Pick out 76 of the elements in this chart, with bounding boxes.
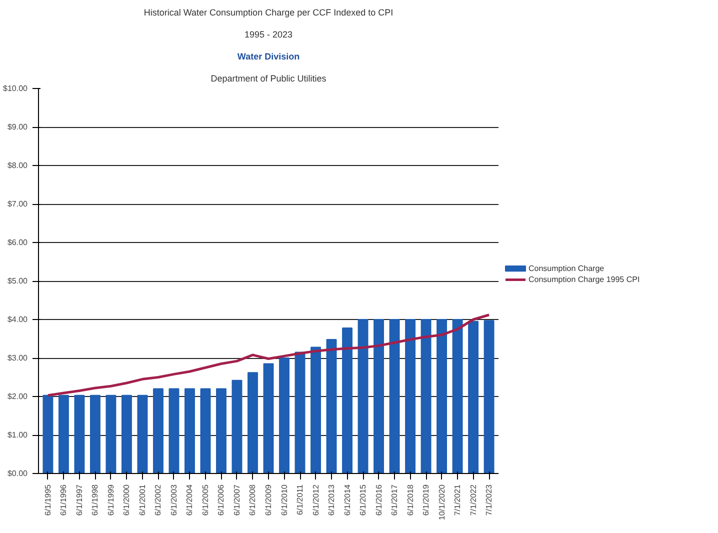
bar	[121, 394, 132, 474]
y-tick-label: $8.00	[7, 161, 28, 170]
x-tick-label: 6/1/2016	[374, 484, 384, 516]
line-series	[46, 314, 490, 397]
bar	[232, 380, 242, 474]
x-tick-label: 6/1/2001	[138, 484, 147, 516]
x-tick-label: 6/1/1999	[106, 484, 116, 516]
bar	[342, 327, 352, 474]
x-tick-label: 6/1/2002	[154, 484, 163, 516]
bar	[389, 319, 400, 474]
bar	[358, 319, 368, 474]
bar	[184, 388, 195, 474]
x-tick-label: 6/1/1996	[59, 484, 68, 516]
bar	[420, 319, 432, 474]
x-tick-label: 6/1/2019	[422, 484, 431, 516]
bar	[106, 394, 116, 474]
y-tick-label: $4.00	[7, 315, 28, 324]
text: Department of Public Utilities	[210, 74, 327, 84]
bar	[216, 388, 226, 474]
bar	[153, 388, 164, 474]
bar	[326, 339, 337, 474]
bar	[74, 394, 85, 474]
x-tick-label: 6/1/2000	[122, 484, 132, 516]
bar	[263, 363, 274, 474]
bar	[279, 358, 290, 474]
x-tick-label: 7/1/2021	[453, 484, 462, 516]
x-tick-label: 6/1/2009	[264, 484, 273, 516]
bar	[200, 388, 211, 474]
bar	[294, 352, 306, 474]
bar	[248, 372, 258, 474]
y-tick-label: $7.00	[7, 200, 28, 208]
bar	[374, 319, 384, 474]
y-tick-label: $5.00	[7, 276, 28, 286]
y-tick-label: $1.00	[7, 430, 28, 440]
x-tick-label: 6/1/2018	[406, 484, 415, 516]
y-tick-label: $9.00	[7, 122, 28, 132]
x-tick-label: 10/1/2020	[437, 484, 446, 520]
x-tick-label: 6/1/2007	[232, 484, 242, 516]
bar	[452, 319, 463, 474]
x-tick-label: 6/1/2003	[169, 484, 178, 516]
bar	[58, 394, 69, 474]
y-tick-label: $6.00	[7, 238, 28, 247]
bar	[168, 388, 180, 474]
x-tick-label: 6/1/2017	[390, 484, 400, 516]
text: Water Division	[237, 52, 300, 62]
y-tick-label: $2.00	[7, 392, 28, 401]
x-tick-label: 6/1/2010	[280, 484, 289, 516]
x-tick-label: 6/1/2008	[248, 484, 258, 516]
bar	[137, 394, 148, 474]
x-tick-label: 6/1/2015	[358, 484, 368, 516]
legend-label: Consumption Charge	[528, 264, 605, 274]
bar	[90, 394, 100, 474]
x-tick-label: 6/1/1997	[74, 484, 84, 516]
chart-subtitle: 1995 - 2023	[244, 30, 293, 40]
bar	[405, 319, 416, 474]
x-tick-label: 6/1/2012	[311, 484, 320, 516]
x-tick-label: 7/1/2022	[468, 484, 478, 516]
chart-title: Historical Water Consumption Charge per CCF Indexed to CPI	[144, 8, 394, 18]
x-tick-label: 7/1/2023	[484, 484, 494, 516]
x-tick-label: 6/1/2004	[185, 484, 194, 516]
y-tick-label: $10.00	[3, 84, 28, 93]
bar	[484, 320, 494, 474]
y-tick-label: $0.00	[7, 469, 28, 478]
legend-label: Consumption Charge 1995 CPI	[528, 275, 640, 284]
x-tick-label: 6/1/2014	[342, 484, 352, 516]
x-tick-label: 6/1/1998	[90, 484, 100, 516]
x-tick-label: 6/1/2011	[296, 484, 305, 516]
x-tick-label: 6/1/2013	[327, 484, 336, 516]
x-tick-label: 6/1/2005	[200, 484, 210, 516]
bar	[310, 346, 321, 474]
y-tick-label: $3.00	[7, 354, 28, 362]
bar	[42, 394, 54, 474]
x-tick-label: 6/1/1995	[43, 484, 52, 516]
x-tick-label: 6/1/2006	[216, 484, 226, 516]
bar	[468, 320, 479, 474]
bar	[436, 319, 448, 474]
